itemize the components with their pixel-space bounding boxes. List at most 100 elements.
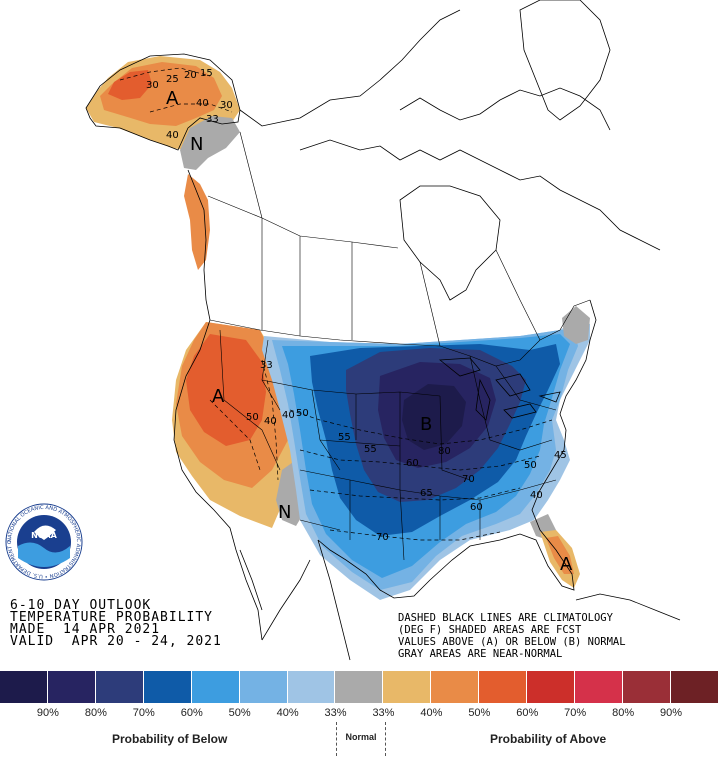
legend-swatch (431, 671, 480, 703)
contour-label: 70 (376, 532, 389, 543)
contour-label: 60 (470, 502, 483, 513)
alaska-outline (85, 53, 241, 151)
east-below-90 (402, 384, 466, 450)
region-label-yukon-normal: N (190, 134, 203, 155)
legend-normal-box: Normal (336, 722, 386, 756)
probability-shading (86, 56, 590, 600)
legend-ticks: 90% 80% 70% 60% 50% 40% 33% 33% 40% 50% 60% 70% 80% 9… (0, 707, 719, 721)
note-line: VALUES ABOVE (A) OR BELOW (B) NORMAL (398, 636, 626, 648)
legend-tick-label: 60% (180, 707, 203, 719)
legend-tick-label: 80% (84, 707, 107, 719)
legend-swatch (95, 671, 144, 703)
contour-label: 40 (264, 416, 277, 427)
clim-line (119, 67, 211, 81)
legend-tick-label: 90% (660, 707, 683, 719)
clim-line (261, 359, 279, 481)
logo-wave (18, 542, 70, 567)
outlook-map: 30 25 20 15 40 30 33 40 33 50 40 40 50 5… (85, 0, 681, 661)
legend-tick-label: 90% (36, 707, 59, 719)
contour-label: 65 (420, 488, 433, 499)
logo-name: NOAA (31, 531, 57, 540)
region-label-west-above: A (212, 386, 225, 407)
clim-line (289, 409, 553, 445)
region-label-midwest-below: B (420, 414, 432, 435)
legend-swatch (383, 671, 432, 703)
contour-label: 30 (146, 80, 159, 91)
contour-label: 40 (166, 130, 179, 141)
contour-label: 25 (166, 74, 179, 85)
clim-line (149, 103, 233, 113)
greenland (519, 0, 611, 121)
legend-swatch (0, 671, 48, 703)
contour-label: 60 (406, 458, 419, 469)
valid-dates: VALID APR 20 - 24, 2021 (10, 634, 222, 649)
west-above-60 (186, 334, 266, 446)
us-states (219, 329, 557, 561)
legend-tick-label: 33% (372, 707, 395, 719)
outlook-subtitle: TEMPERATURE PROBABILITY (10, 610, 214, 625)
legend-tick-label: 40% (420, 707, 443, 719)
legend-tick-label: 70% (132, 707, 155, 719)
florida-above-50 (546, 536, 574, 574)
legend-swatch (287, 671, 336, 703)
legend-swatch (239, 671, 288, 703)
outlook-header: 6-10 DAY OUTLOOK TEMPERATURE PROBABILITY M… (10, 599, 222, 649)
mexico (239, 539, 351, 661)
contour-label: 50 (246, 412, 259, 423)
legend-swatch (670, 671, 719, 703)
climatology-lines (119, 67, 553, 541)
contour-label: 45 (554, 450, 567, 461)
contour-label: 40 (196, 98, 209, 109)
contour-label: 15 (200, 68, 213, 79)
contour-labels: 30 25 20 15 40 30 33 40 33 50 40 40 50 5… (146, 68, 567, 543)
contour-label: 30 (220, 100, 233, 111)
note-line: DASHED BLACK LINES ARE CLIMATOLOGY (398, 612, 613, 624)
yukon-normal-area (180, 116, 240, 170)
contour-label: 40 (282, 410, 295, 421)
made-date: MADE 14 APR 2021 (10, 622, 161, 637)
region-label-florida-above: A (560, 554, 573, 575)
legend-swatch (575, 671, 623, 703)
new-england-normal-area (562, 306, 590, 344)
great-lakes (438, 357, 561, 421)
contour-label: 33 (260, 360, 273, 371)
logo-gull (34, 525, 56, 540)
canada-provinces (207, 131, 541, 347)
clim-line (299, 449, 541, 471)
legend-swatch (527, 671, 576, 703)
legend-tick-label: 40% (276, 707, 299, 719)
legend-swatch (47, 671, 96, 703)
contour-label: 33 (206, 114, 219, 125)
legend-swatch (622, 671, 671, 703)
legend-below-label: Probability of Below (112, 732, 228, 746)
legend-tick-label: 50% (468, 707, 491, 719)
legend-tick-label: 50% (228, 707, 251, 719)
legend-above-label: Probability of Above (490, 732, 607, 746)
legend-swatch (191, 671, 240, 703)
legend-tick-label: 80% (612, 707, 635, 719)
clim-line (309, 487, 521, 501)
legend-tick-label: 33% (324, 707, 347, 719)
hudson-bay (399, 185, 501, 301)
region-label-southwest-normal: N (278, 502, 291, 523)
pacific-coast (173, 169, 263, 641)
note-line: (DEG F) SHADED AREAS ARE FCST (398, 624, 582, 636)
canada-arctic-coast (239, 9, 661, 251)
region-labels: A N A N B A (166, 88, 573, 575)
legend-tick-label: 60% (516, 707, 539, 719)
contour-label: 50 (524, 460, 537, 471)
map-notes: DASHED BLACK LINES ARE CLIMATOLOGY (DEG F… (398, 612, 626, 660)
contour-label: 50 (296, 408, 309, 419)
region-label-alaska-above: A (166, 88, 179, 109)
legend-swatch (479, 671, 528, 703)
noaa-logo: NATIONAL OCEANIC AND ATMOSPHERIC ADMINIS… (4, 502, 83, 581)
atlantic-coast (317, 299, 597, 599)
geographic-outlines (85, 0, 681, 661)
note-line: GRAY AREAS ARE NEAR-NORMAL (398, 648, 563, 660)
bc-coast-above (184, 174, 210, 270)
contour-label: 40 (530, 490, 543, 501)
legend-swatch (143, 671, 192, 703)
contour-label: 55 (338, 432, 351, 443)
clim-line (209, 399, 261, 471)
alaska-above-60 (108, 70, 152, 100)
